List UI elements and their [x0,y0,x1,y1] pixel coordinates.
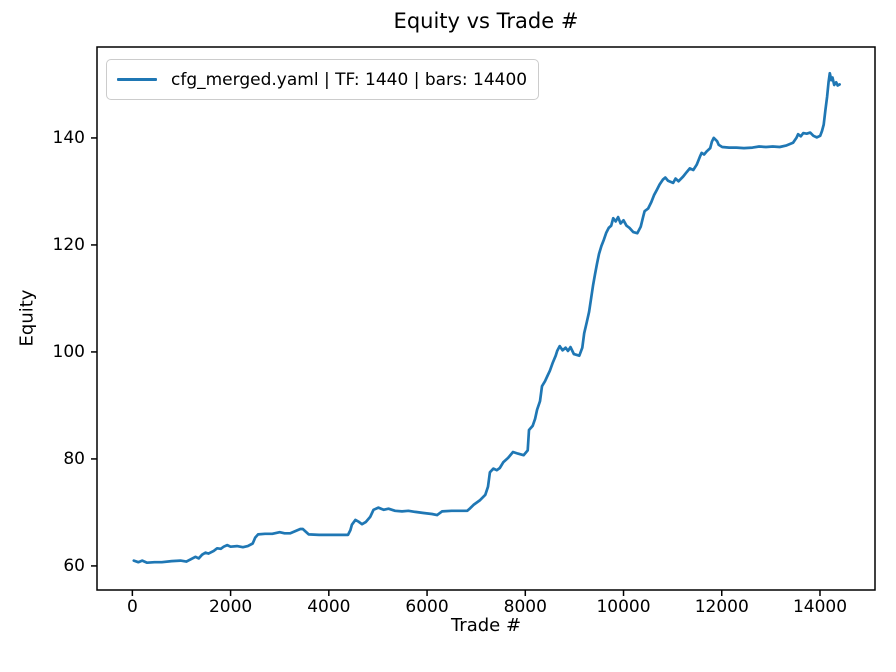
y-axis-label: Equity [16,289,38,347]
x-tick-label: 4000 [307,597,351,617]
y-tick-label: 60 [63,555,85,576]
x-tick-label: 6000 [405,597,449,617]
y-tick-label: 120 [52,234,85,255]
x-tick-label: 14000 [792,597,848,617]
x-tick-label: 12000 [694,597,749,617]
y-tick-label: 140 [52,127,85,148]
y-tick-label: 100 [52,341,85,362]
legend-line-sample [117,78,157,81]
x-tick-label: 0 [126,597,138,617]
y-tick-label: 80 [63,448,85,469]
equity-curve [132,71,841,565]
axes-spines [96,46,876,591]
legend-label: cfg_merged.yaml | TF: 1440 | bars: 14400 [171,69,528,90]
x-axis-label: Trade # [450,615,522,636]
x-tick-label: 10000 [596,597,651,617]
x-tick-label: 2000 [208,597,253,617]
chart-title: Equity vs Trade # [393,9,579,33]
x-tick-label: 8000 [503,597,547,617]
legend: cfg_merged.yaml | TF: 1440 | bars: 14400 [106,59,540,100]
